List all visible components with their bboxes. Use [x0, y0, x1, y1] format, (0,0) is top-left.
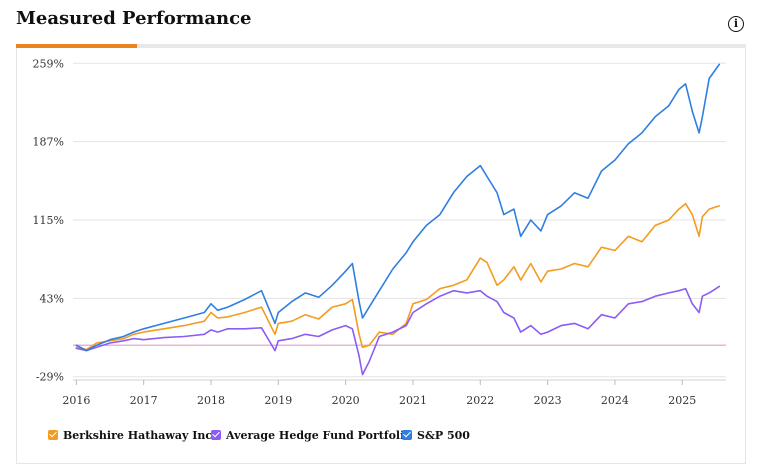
legend-checkbox-sp500[interactable]: [402, 430, 412, 440]
page-title: Measured Performance: [16, 8, 252, 29]
chart-card: [16, 48, 746, 464]
tab-bar: [16, 44, 746, 48]
x-tick-label: 2025: [668, 394, 696, 407]
info-icon[interactable]: i: [728, 16, 744, 32]
legend-checkbox-berkshire[interactable]: [48, 430, 58, 440]
y-tick-label: 259%: [33, 57, 64, 70]
y-tick-label: 43%: [40, 292, 64, 305]
tab-active-indicator[interactable]: [16, 44, 137, 48]
legend-item-berkshire[interactable]: Berkshire Hathaway Inc: [48, 428, 212, 442]
x-tick-label: 2021: [399, 394, 427, 407]
legend-checkbox-hedge-fund[interactable]: [211, 430, 221, 440]
x-tick-label: 2018: [197, 394, 225, 407]
legend-item-sp500[interactable]: S&P 500: [402, 428, 470, 442]
legend-label-hedge-fund: Average Hedge Fund Portfolio: [226, 428, 412, 442]
y-tick-label: 115%: [33, 214, 64, 227]
x-tick-label: 2019: [264, 394, 292, 407]
legend-label-sp500: S&P 500: [417, 428, 470, 442]
x-tick-label: 2020: [332, 394, 360, 407]
series-line-berkshire: [75, 202, 721, 351]
x-tick-label: 2022: [466, 394, 494, 407]
legend-label-berkshire: Berkshire Hathaway Inc: [63, 428, 213, 442]
x-tick-label: 2016: [62, 394, 90, 407]
x-tick-label: 2024: [601, 394, 629, 407]
y-tick-label: 187%: [33, 136, 64, 149]
series-line-sp500: [75, 63, 721, 352]
x-tick-label: 2023: [534, 394, 562, 407]
y-tick-label: -29%: [36, 371, 64, 384]
x-tick-label: 2017: [130, 394, 158, 407]
legend-item-hedge-fund[interactable]: Average Hedge Fund Portfolio: [211, 428, 412, 442]
series-line-hedge-fund: [75, 285, 721, 376]
